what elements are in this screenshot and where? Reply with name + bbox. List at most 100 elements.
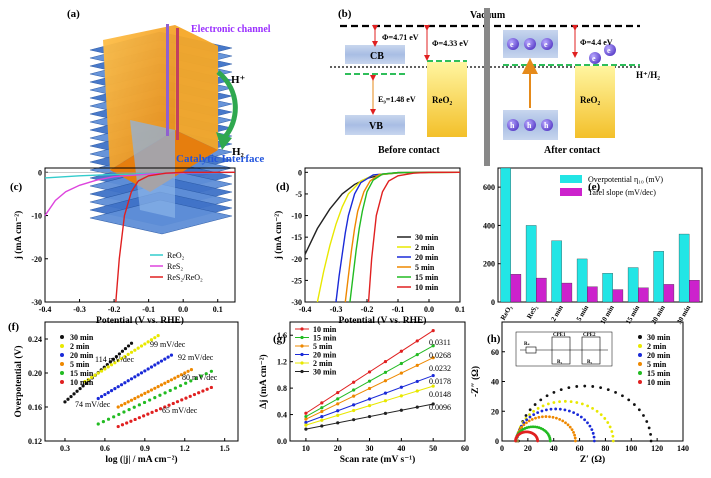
- tafel-point: [89, 375, 94, 379]
- tafel-point: [116, 385, 120, 389]
- tafel-point: [178, 384, 183, 388]
- x-axis-label: Potential (V vs. RHE): [339, 315, 427, 326]
- tafel-point: [63, 400, 67, 404]
- parallel-2: [581, 336, 601, 365]
- y-tick-label: 0.16: [28, 403, 42, 412]
- x-tick-label: 1.5: [220, 444, 230, 453]
- nyquist-point: [536, 406, 540, 410]
- x-tick-label: 30: [366, 444, 374, 453]
- tafel-point: [129, 377, 134, 381]
- nyquist-point: [573, 436, 577, 440]
- nyquist-point: [603, 417, 607, 420]
- nyquist-point: [586, 421, 589, 425]
- y-tick-label: 0.20: [28, 369, 42, 378]
- tafel-point: [149, 338, 154, 342]
- tafel-point: [179, 373, 184, 377]
- panel-e-label: (e): [588, 181, 601, 193]
- nyquist-point: [525, 418, 529, 422]
- cdl-point: [399, 408, 403, 412]
- cdl-point: [320, 406, 324, 410]
- nyquist-point: [606, 388, 610, 392]
- tafel-point: [163, 405, 167, 409]
- hole-circle: [541, 119, 553, 131]
- electron-symbol: e: [607, 46, 611, 55]
- y-tick-label: 600: [483, 183, 495, 192]
- nyquist-point: [522, 421, 526, 425]
- tafel-point: [156, 385, 160, 389]
- tafel-point: [143, 342, 147, 346]
- legend-label: 5 min: [415, 263, 435, 272]
- hole-symbol: h: [510, 121, 515, 130]
- cdl-point: [320, 401, 324, 405]
- legend-marker: [638, 344, 642, 348]
- phi-reo2-label: Φ=4.33 eV: [432, 39, 469, 48]
- tafel-point: [126, 379, 130, 383]
- tafel-point: [129, 350, 134, 354]
- tafel-point: [93, 373, 97, 377]
- legend-marker: [60, 371, 64, 375]
- tafel-point: [163, 357, 167, 361]
- legend-marker: [60, 362, 64, 366]
- cdl-point: [367, 397, 372, 401]
- legend-label: 2 min: [313, 359, 333, 368]
- legend-label: 2 min: [415, 243, 435, 252]
- tafel-point: [133, 348, 137, 352]
- tafel-point: [171, 401, 175, 406]
- cdl-point: [431, 356, 435, 360]
- category-label: ReO₂: [499, 304, 514, 322]
- y-tick-label: 200: [483, 260, 495, 269]
- cdl-point: [304, 411, 308, 415]
- lsv-curve: [304, 171, 460, 255]
- parallel-1: [551, 336, 571, 365]
- cdl-point: [352, 408, 356, 413]
- cdl-value-label: 0.0311: [429, 338, 451, 347]
- catalyst-layer: [89, 199, 233, 235]
- tafel-point: [173, 386, 177, 390]
- x-tick-label: 0.1: [213, 305, 223, 314]
- panel-d-label: (d): [276, 181, 290, 193]
- y-tick-label: -30: [291, 298, 302, 307]
- cdl-value-label: 0.0096: [429, 403, 451, 412]
- cdl-point: [304, 417, 308, 421]
- tafel-point: [199, 374, 203, 378]
- cdl-point: [352, 418, 356, 422]
- h-plus-arrow: [216, 70, 238, 140]
- x-tick-label: 0.0: [424, 305, 434, 314]
- nyquist-point: [647, 426, 651, 430]
- x-tick-label: 10: [302, 444, 310, 453]
- tafel-point: [126, 352, 130, 356]
- nyquist-point: [555, 416, 558, 420]
- nyquist-point: [645, 420, 649, 423]
- tafel-point: [143, 391, 147, 395]
- plot-frame: [289, 321, 466, 442]
- tafel-point: [137, 403, 141, 407]
- nyquist-point: [563, 399, 567, 403]
- phi-res2-label: Φ=4.71 eV: [382, 33, 419, 42]
- nyquist-point: [558, 417, 562, 421]
- tafel-point: [101, 420, 105, 424]
- legend-marker: [300, 344, 304, 348]
- tafel-point: [96, 371, 100, 375]
- nyquist-point: [551, 415, 555, 419]
- legend-marker: [60, 380, 64, 384]
- legend-label: 30 min: [415, 233, 439, 242]
- nyquist-point: [576, 413, 580, 417]
- cdl-point: [431, 344, 435, 348]
- cb-label: CB: [370, 51, 384, 62]
- tafel-point: [117, 352, 122, 356]
- tafel-point: [117, 412, 121, 417]
- tafel-point: [153, 336, 157, 340]
- tafel-slope-label: 114 mV/dec: [95, 355, 134, 364]
- nyquist-point: [544, 415, 548, 418]
- tafel-point: [123, 402, 127, 406]
- nyquist-point: [595, 409, 599, 413]
- nyquist-point: [534, 416, 537, 420]
- nyquist-point: [540, 409, 544, 413]
- cdl-point: [415, 339, 419, 343]
- bar: [689, 280, 700, 303]
- legend-label: 15 min: [415, 273, 439, 282]
- tafel-point: [133, 396, 137, 401]
- x-tick-label: 50: [429, 444, 437, 453]
- electron-symbol: e: [510, 40, 514, 49]
- legend-label: 10 min: [647, 378, 671, 387]
